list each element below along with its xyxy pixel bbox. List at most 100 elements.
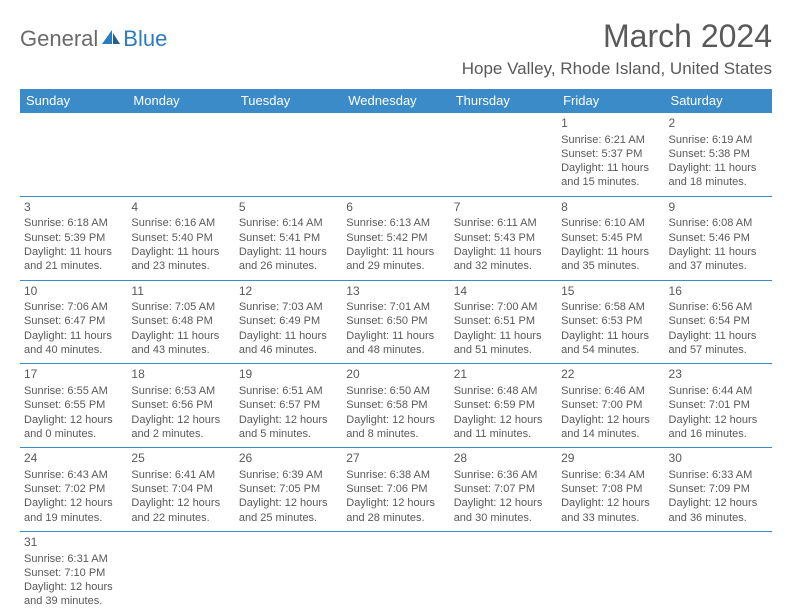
sunset-text: Sunset: 7:05 PM (239, 482, 338, 496)
calendar-day-cell: 25Sunrise: 6:41 AMSunset: 7:04 PMDayligh… (127, 448, 234, 532)
day-number: 19 (239, 367, 338, 383)
calendar-empty-cell (557, 531, 664, 614)
daylight-text: Daylight: 11 hours and 23 minutes. (131, 245, 230, 274)
sunset-text: Sunset: 5:42 PM (346, 231, 445, 245)
sail-icon (100, 28, 122, 51)
calendar-empty-cell (127, 113, 234, 197)
sunset-text: Sunset: 5:43 PM (454, 231, 553, 245)
daylight-text: Daylight: 11 hours and 21 minutes. (24, 245, 123, 274)
daylight-text: Daylight: 12 hours and 0 minutes. (24, 413, 123, 442)
day-number: 31 (24, 535, 123, 551)
sunset-text: Sunset: 6:59 PM (454, 398, 553, 412)
day-number: 18 (131, 367, 230, 383)
day-number: 8 (561, 200, 660, 216)
calendar-empty-cell (235, 113, 342, 197)
calendar-day-cell: 16Sunrise: 6:56 AMSunset: 6:54 PMDayligh… (665, 280, 772, 364)
sunset-text: Sunset: 7:02 PM (24, 482, 123, 496)
sunrise-text: Sunrise: 6:55 AM (24, 384, 123, 398)
sunrise-text: Sunrise: 6:16 AM (131, 216, 230, 230)
calendar-week-row: 10Sunrise: 7:06 AMSunset: 6:47 PMDayligh… (20, 280, 772, 364)
sunrise-text: Sunrise: 6:50 AM (346, 384, 445, 398)
daylight-text: Daylight: 12 hours and 16 minutes. (669, 413, 768, 442)
weekday-header: Saturday (665, 89, 772, 113)
day-number: 2 (669, 116, 768, 132)
sunrise-text: Sunrise: 6:10 AM (561, 216, 660, 230)
sunrise-text: Sunrise: 6:56 AM (669, 300, 768, 314)
sunrise-text: Sunrise: 6:33 AM (669, 468, 768, 482)
calendar-day-cell: 2Sunrise: 6:19 AMSunset: 5:38 PMDaylight… (665, 113, 772, 197)
daylight-text: Daylight: 11 hours and 48 minutes. (346, 329, 445, 358)
sunset-text: Sunset: 6:58 PM (346, 398, 445, 412)
calendar-day-cell: 11Sunrise: 7:05 AMSunset: 6:48 PMDayligh… (127, 280, 234, 364)
calendar-day-cell: 24Sunrise: 6:43 AMSunset: 7:02 PMDayligh… (20, 448, 127, 532)
daylight-text: Daylight: 11 hours and 29 minutes. (346, 245, 445, 274)
calendar-day-cell: 28Sunrise: 6:36 AMSunset: 7:07 PMDayligh… (450, 448, 557, 532)
daylight-text: Daylight: 12 hours and 14 minutes. (561, 413, 660, 442)
sunrise-text: Sunrise: 7:00 AM (454, 300, 553, 314)
sunset-text: Sunset: 6:53 PM (561, 314, 660, 328)
sunset-text: Sunset: 7:04 PM (131, 482, 230, 496)
calendar-day-cell: 22Sunrise: 6:46 AMSunset: 7:00 PMDayligh… (557, 364, 664, 448)
sunset-text: Sunset: 6:49 PM (239, 314, 338, 328)
sunset-text: Sunset: 7:08 PM (561, 482, 660, 496)
sunrise-text: Sunrise: 6:14 AM (239, 216, 338, 230)
weekday-header: Tuesday (235, 89, 342, 113)
daylight-text: Daylight: 12 hours and 5 minutes. (239, 413, 338, 442)
daylight-text: Daylight: 12 hours and 19 minutes. (24, 496, 123, 525)
sunset-text: Sunset: 6:57 PM (239, 398, 338, 412)
sunrise-text: Sunrise: 6:31 AM (24, 552, 123, 566)
day-number: 25 (131, 451, 230, 467)
daylight-text: Daylight: 11 hours and 37 minutes. (669, 245, 768, 274)
month-title: March 2024 (462, 18, 772, 55)
sunset-text: Sunset: 7:09 PM (669, 482, 768, 496)
sunrise-text: Sunrise: 6:58 AM (561, 300, 660, 314)
sunrise-text: Sunrise: 6:38 AM (346, 468, 445, 482)
sunset-text: Sunset: 5:40 PM (131, 231, 230, 245)
sunset-text: Sunset: 6:48 PM (131, 314, 230, 328)
calendar-week-row: 24Sunrise: 6:43 AMSunset: 7:02 PMDayligh… (20, 448, 772, 532)
sunrise-text: Sunrise: 6:11 AM (454, 216, 553, 230)
daylight-text: Daylight: 12 hours and 28 minutes. (346, 496, 445, 525)
day-number: 17 (24, 367, 123, 383)
daylight-text: Daylight: 11 hours and 32 minutes. (454, 245, 553, 274)
calendar-day-cell: 20Sunrise: 6:50 AMSunset: 6:58 PMDayligh… (342, 364, 449, 448)
day-number: 15 (561, 284, 660, 300)
calendar-empty-cell (342, 113, 449, 197)
sunrise-text: Sunrise: 6:13 AM (346, 216, 445, 230)
calendar-empty-cell (665, 531, 772, 614)
day-number: 22 (561, 367, 660, 383)
day-number: 14 (454, 284, 553, 300)
calendar-week-row: 31Sunrise: 6:31 AMSunset: 7:10 PMDayligh… (20, 531, 772, 614)
sunset-text: Sunset: 6:56 PM (131, 398, 230, 412)
calendar-table: SundayMondayTuesdayWednesdayThursdayFrid… (20, 89, 772, 615)
sunrise-text: Sunrise: 6:36 AM (454, 468, 553, 482)
sunrise-text: Sunrise: 7:06 AM (24, 300, 123, 314)
daylight-text: Daylight: 11 hours and 15 minutes. (561, 161, 660, 190)
weekday-header: Wednesday (342, 89, 449, 113)
sunset-text: Sunset: 5:38 PM (669, 147, 768, 161)
sunset-text: Sunset: 5:46 PM (669, 231, 768, 245)
daylight-text: Daylight: 11 hours and 46 minutes. (239, 329, 338, 358)
sunrise-text: Sunrise: 6:51 AM (239, 384, 338, 398)
sunset-text: Sunset: 5:45 PM (561, 231, 660, 245)
logo: General Blue (20, 18, 167, 52)
weekday-header: Thursday (450, 89, 557, 113)
day-number: 30 (669, 451, 768, 467)
calendar-empty-cell (450, 531, 557, 614)
sunset-text: Sunset: 7:07 PM (454, 482, 553, 496)
day-number: 20 (346, 367, 445, 383)
logo-text-general: General (20, 26, 98, 52)
calendar-empty-cell (127, 531, 234, 614)
day-number: 6 (346, 200, 445, 216)
sunset-text: Sunset: 7:01 PM (669, 398, 768, 412)
sunset-text: Sunset: 7:00 PM (561, 398, 660, 412)
sunset-text: Sunset: 5:37 PM (561, 147, 660, 161)
calendar-day-cell: 15Sunrise: 6:58 AMSunset: 6:53 PMDayligh… (557, 280, 664, 364)
logo-text-blue: Blue (123, 26, 167, 52)
calendar-day-cell: 1Sunrise: 6:21 AMSunset: 5:37 PMDaylight… (557, 113, 664, 197)
calendar-day-cell: 31Sunrise: 6:31 AMSunset: 7:10 PMDayligh… (20, 531, 127, 614)
calendar-day-cell: 5Sunrise: 6:14 AMSunset: 5:41 PMDaylight… (235, 196, 342, 280)
weekday-header: Sunday (20, 89, 127, 113)
day-number: 9 (669, 200, 768, 216)
day-number: 10 (24, 284, 123, 300)
